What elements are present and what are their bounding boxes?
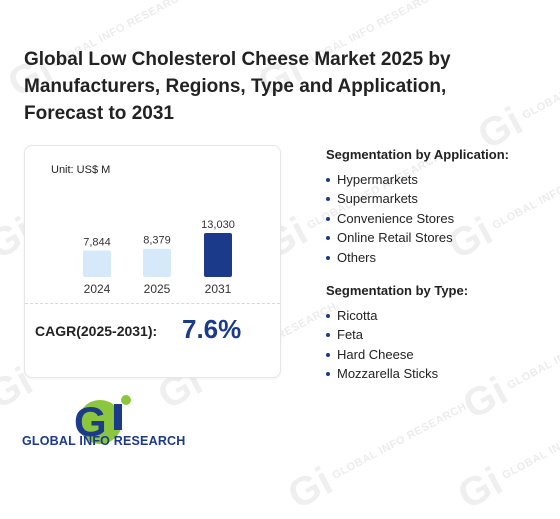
type-list: Ricotta Feta Hard Cheese Mozzarella Sticks [326,306,468,384]
category-label: 2024 [84,282,111,296]
list-item: Mozzarella Sticks [326,364,468,383]
value-label: 13,030 [201,219,235,231]
svg-text:G: G [74,398,107,445]
list-item: Online Retail Stores [326,228,509,247]
category-label: 2025 [144,282,171,296]
bar-2031 [204,233,232,277]
type-segmentation: Segmentation by Type: Ricotta Feta Hard Ch… [326,283,468,384]
logo-icon: G [74,395,131,445]
list-item: Ricotta [326,306,468,325]
application-list: Hypermarkets Supermarkets Convenience Stor… [326,170,509,267]
watermark: GiGLOBAL INFO RESEARCH [456,311,560,428]
list-item: Others [326,248,509,267]
list-item: Hypermarkets [326,170,509,189]
value-label: 8,379 [143,235,171,247]
application-segmentation: Segmentation by Application: Hypermarket… [326,147,509,267]
list-item: Convenience Stores [326,209,509,228]
logo-text: GLOBAL INFO RESEARCH [22,434,186,448]
list-item: Hard Cheese [326,345,468,364]
list-item: Supermarkets [326,189,509,208]
watermark: GiGLOBAL INFO RESEARCH [281,400,469,518]
cagr-value: 7.6% [182,314,242,344]
market-size-card: Unit: US$ M 7,844 2024 8,379 2025 13,030 2031… [24,145,281,378]
divider [25,303,280,304]
bar-2024 [83,250,111,277]
page-title: Global Low Cholesterol Cheese Market 202… [24,49,451,124]
application-heading: Segmentation by Application: [326,147,509,162]
bar-2025 [143,248,171,277]
unit-label: Unit: US$ M [51,164,111,176]
bar-chart: 7,844 2024 8,379 2025 13,030 2031 [83,219,235,296]
category-label: 2031 [205,282,232,296]
type-heading: Segmentation by Type: [326,283,469,298]
list-item: Feta [326,325,468,344]
cagr-label: CAGR(2025-2031): [35,323,158,339]
value-label: 7,844 [83,237,111,249]
